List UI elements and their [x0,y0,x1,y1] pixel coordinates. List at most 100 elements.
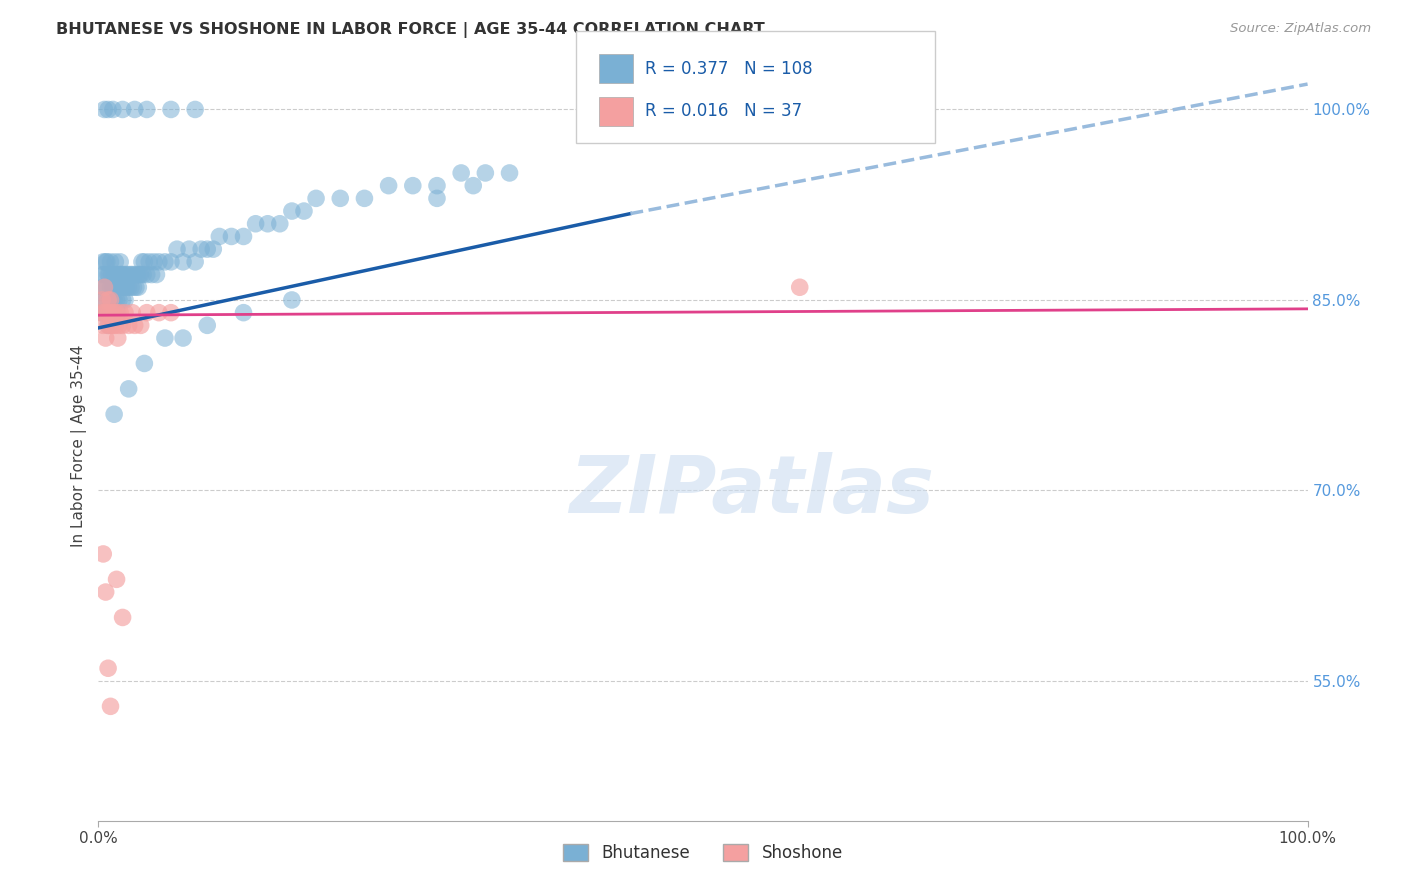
Point [107,280,129,294]
Point [141,268,163,282]
Point [91,268,114,282]
Point [93,280,115,294]
Text: R = 0.016   N = 37: R = 0.016 N = 37 [645,103,803,120]
Point [129,318,152,333]
Point [98,293,121,307]
Point [104,255,127,269]
Point [97,103,120,117]
Point [245,217,267,231]
Point [111,268,134,282]
Point [166,242,188,256]
Point [135,268,157,282]
Point [107,306,129,320]
Point [195,318,218,333]
Point [129,268,152,282]
Point [148,306,170,320]
Point [190,242,212,256]
Point [111,318,134,333]
Point [103,407,125,421]
Point [93,103,115,117]
Point [160,255,183,269]
Point [93,306,115,320]
Point [353,191,375,205]
Point [269,217,291,231]
Point [789,280,811,294]
Point [91,547,114,561]
Point [111,610,134,624]
Point [143,255,166,269]
Point [104,280,127,294]
Point [108,318,131,333]
Point [91,293,114,307]
Point [94,331,117,345]
Point [195,242,218,256]
Point [118,382,141,396]
Point [232,229,254,244]
Point [135,306,157,320]
Point [118,280,141,294]
Point [108,255,131,269]
Point [96,255,118,269]
Text: Source: ZipAtlas.com: Source: ZipAtlas.com [1230,22,1371,36]
Point [94,280,117,294]
Point [127,268,149,282]
Point [93,293,115,307]
Point [96,280,118,294]
Point [97,293,120,307]
Point [97,268,120,282]
Point [426,178,449,193]
Point [124,268,146,282]
Point [160,306,183,320]
Point [135,103,157,117]
Point [105,268,128,282]
Point [145,268,167,282]
Point [108,268,131,282]
Point [138,255,160,269]
Point [97,293,120,307]
Point [121,306,143,320]
Point [450,166,472,180]
Point [114,268,136,282]
Point [127,280,149,294]
Point [125,280,148,294]
Text: ZIPatlas: ZIPatlas [569,452,934,530]
Point [91,255,114,269]
Point [100,255,122,269]
Point [90,306,112,320]
Point [202,242,225,256]
Point [91,318,114,333]
Point [96,306,118,320]
Point [120,280,142,294]
Point [110,268,132,282]
Point [93,268,115,282]
Point [134,356,156,370]
Point [108,280,131,294]
Point [118,318,141,333]
Point [105,306,128,320]
Point [104,318,127,333]
Point [474,166,496,180]
Point [97,318,120,333]
Point [100,306,122,320]
Point [121,268,143,282]
Point [91,280,114,294]
Point [100,318,122,333]
Point [172,255,194,269]
Point [94,255,117,269]
Point [305,191,328,205]
Point [292,204,315,219]
Point [108,306,131,320]
Point [107,331,129,345]
Point [103,293,125,307]
Point [184,103,207,117]
Point [101,306,124,320]
Point [112,280,135,294]
Point [124,318,146,333]
Point [153,255,176,269]
Point [101,103,124,117]
Point [128,268,150,282]
Point [100,293,122,307]
Point [221,229,243,244]
Point [463,178,485,193]
Point [122,280,145,294]
